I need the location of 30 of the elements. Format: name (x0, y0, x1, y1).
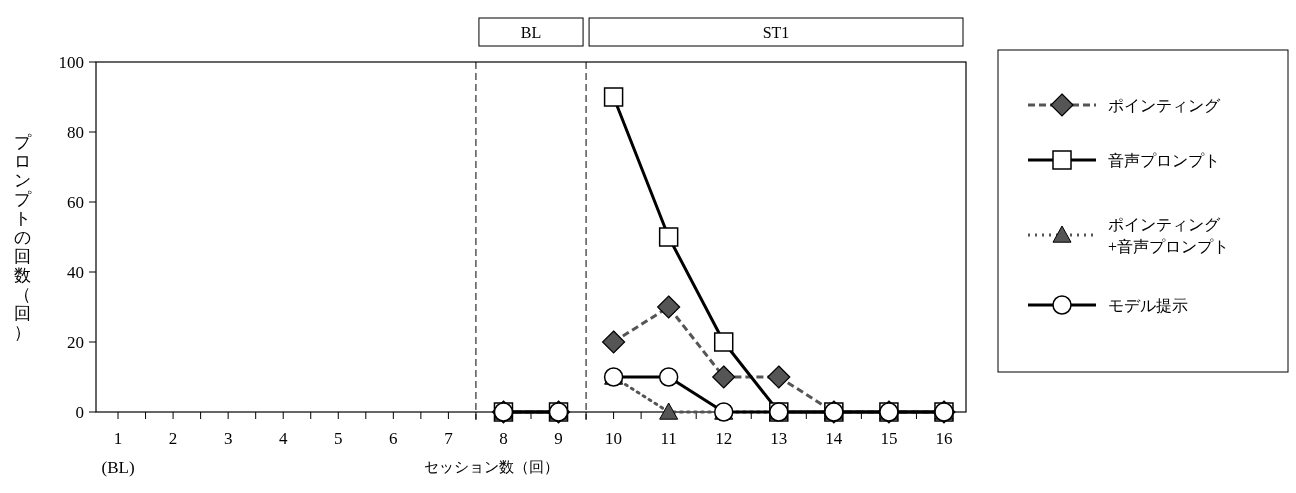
x-tick-label: 5 (334, 429, 343, 448)
legend-label: モデル提示 (1108, 297, 1188, 314)
x-tick-label: 4 (278, 429, 288, 448)
x-tick-label: 2 (168, 429, 178, 448)
y-tick-label: 20 (67, 333, 84, 352)
x-tick-label: 8 (499, 429, 508, 448)
legend-label: ポインティング (1108, 97, 1221, 114)
text: ST1 (762, 24, 790, 41)
y-tick-label: 60 (67, 193, 84, 212)
x-tick-label: 12 (715, 429, 733, 448)
x-tick-label: 6 (389, 429, 398, 448)
x-tick-label: 15 (880, 429, 898, 448)
x-tick-label: 9 (554, 429, 563, 448)
x-tick-label: 1 (BL) (101, 429, 135, 477)
legend-label: ポインティング +音声プロンプト (1108, 216, 1230, 255)
x-tick-label: 14 (825, 429, 843, 448)
legend-label: 音声プロンプト (1108, 152, 1220, 169)
x-tick-label: 16 (935, 429, 953, 448)
y-tick-label: 40 (67, 263, 84, 282)
x-tick-label: 10 (605, 429, 623, 448)
x-tick-label: 3 (223, 429, 233, 448)
x-tick-label: 13 (770, 429, 788, 448)
x-tick-label: 11 (660, 429, 677, 448)
text: プロンプトの回数（回） (13, 133, 31, 342)
text: BL (520, 24, 542, 41)
y-tick-label: 80 (67, 123, 84, 142)
x-tick-label: 7 (444, 429, 454, 448)
y-tick-label: 100 (58, 53, 84, 72)
y-tick-label: 0 (75, 403, 84, 422)
x-axis-title: セッション数（回） (423, 459, 559, 475)
